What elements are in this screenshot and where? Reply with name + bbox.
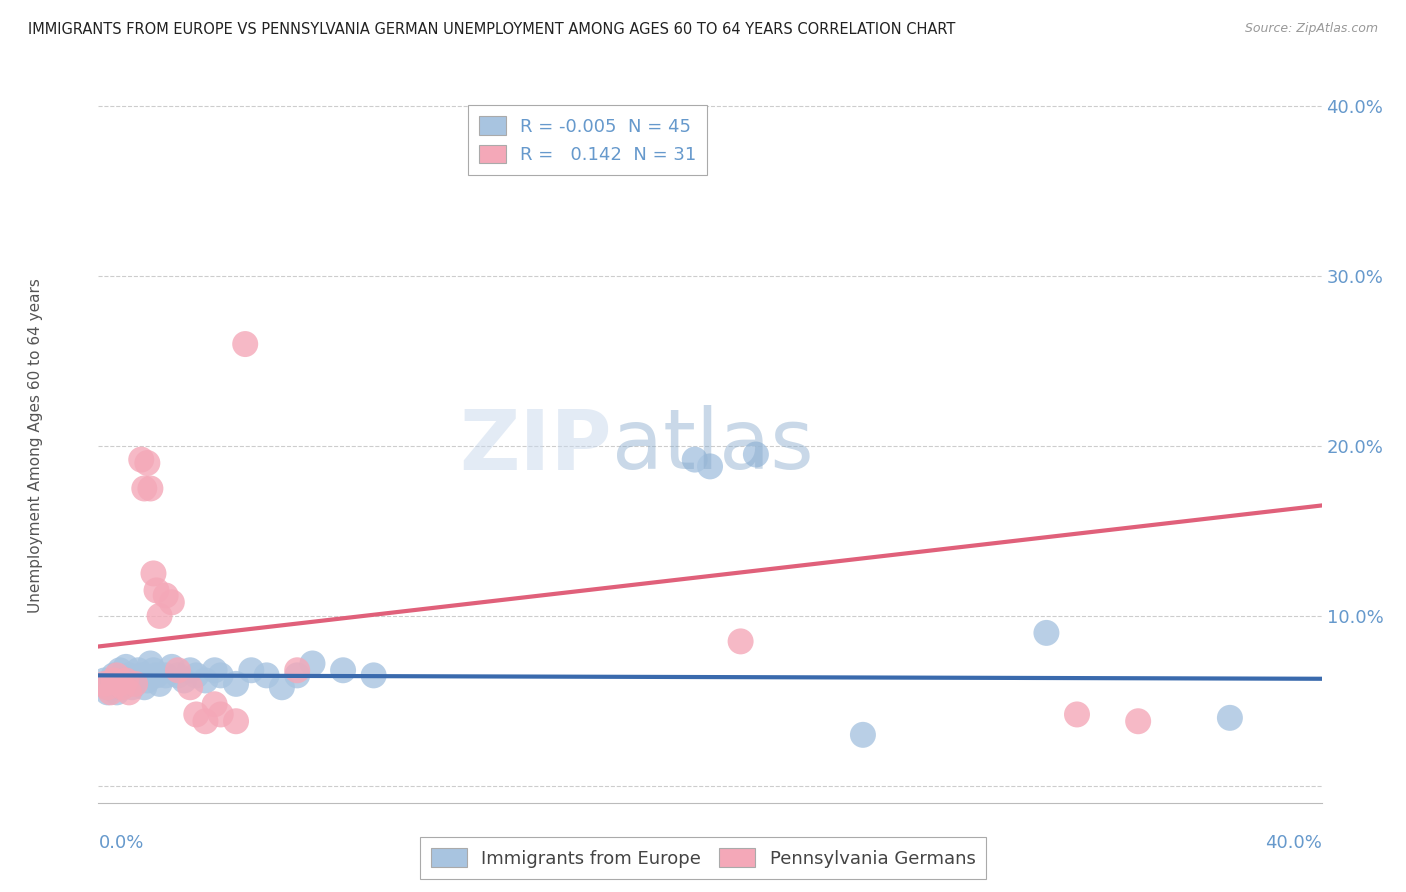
Point bbox=[225, 714, 247, 729]
Point bbox=[256, 668, 278, 682]
Point bbox=[194, 673, 217, 688]
Point bbox=[129, 452, 152, 467]
Point bbox=[139, 482, 162, 496]
Point bbox=[186, 668, 208, 682]
Point bbox=[134, 482, 156, 496]
Point bbox=[103, 668, 125, 682]
Point bbox=[204, 698, 226, 712]
Point bbox=[160, 595, 183, 609]
Point bbox=[301, 657, 323, 671]
Point bbox=[93, 673, 115, 688]
Point bbox=[167, 668, 190, 682]
Point bbox=[121, 680, 143, 694]
Point bbox=[134, 680, 156, 694]
Point bbox=[1066, 707, 1088, 722]
Point bbox=[129, 668, 152, 682]
Point bbox=[160, 660, 183, 674]
Text: Source: ZipAtlas.com: Source: ZipAtlas.com bbox=[1244, 22, 1378, 36]
Point bbox=[97, 680, 120, 694]
Point bbox=[97, 680, 120, 694]
Point bbox=[209, 707, 232, 722]
Point bbox=[745, 448, 768, 462]
Point bbox=[179, 680, 201, 694]
Point bbox=[285, 663, 308, 677]
Point bbox=[139, 657, 162, 671]
Legend: R = -0.005  N = 45, R =   0.142  N = 31: R = -0.005 N = 45, R = 0.142 N = 31 bbox=[468, 105, 707, 175]
Text: 0.0%: 0.0% bbox=[98, 834, 143, 852]
Point bbox=[149, 608, 172, 623]
Text: 40.0%: 40.0% bbox=[1265, 834, 1322, 852]
Point bbox=[852, 728, 875, 742]
Point bbox=[332, 663, 354, 677]
Point bbox=[108, 677, 131, 691]
Point bbox=[115, 673, 138, 688]
Point bbox=[118, 668, 141, 682]
Point bbox=[108, 663, 131, 677]
Point bbox=[105, 673, 128, 688]
Point bbox=[100, 677, 122, 691]
Point bbox=[145, 668, 167, 682]
Point bbox=[103, 673, 125, 688]
Point bbox=[233, 337, 256, 351]
Point bbox=[100, 685, 122, 699]
Point bbox=[1035, 626, 1057, 640]
Point bbox=[730, 634, 752, 648]
Text: atlas: atlas bbox=[612, 406, 814, 486]
Point bbox=[155, 668, 177, 682]
Point bbox=[683, 452, 706, 467]
Point bbox=[103, 680, 125, 694]
Point bbox=[145, 583, 167, 598]
Point bbox=[105, 685, 128, 699]
Point bbox=[118, 685, 141, 699]
Point bbox=[270, 680, 292, 694]
Point bbox=[225, 677, 247, 691]
Point bbox=[186, 707, 208, 722]
Point bbox=[194, 714, 217, 729]
Point bbox=[240, 663, 263, 677]
Point bbox=[105, 668, 128, 682]
Point bbox=[115, 660, 138, 674]
Point bbox=[155, 589, 177, 603]
Point bbox=[136, 673, 159, 688]
Point bbox=[136, 456, 159, 470]
Legend: Immigrants from Europe, Pennsylvania Germans: Immigrants from Europe, Pennsylvania Ger… bbox=[420, 838, 986, 879]
Text: IMMIGRANTS FROM EUROPE VS PENNSYLVANIA GERMAN UNEMPLOYMENT AMONG AGES 60 TO 64 Y: IMMIGRANTS FROM EUROPE VS PENNSYLVANIA G… bbox=[28, 22, 956, 37]
Point bbox=[93, 677, 115, 691]
Point bbox=[1219, 711, 1241, 725]
Point bbox=[124, 673, 146, 688]
Text: ZIP: ZIP bbox=[460, 406, 612, 486]
Point bbox=[173, 673, 195, 688]
Point bbox=[97, 685, 120, 699]
Text: Unemployment Among Ages 60 to 64 years: Unemployment Among Ages 60 to 64 years bbox=[28, 278, 42, 614]
Point bbox=[363, 668, 385, 682]
Point bbox=[209, 668, 232, 682]
Point bbox=[149, 677, 172, 691]
Point bbox=[204, 663, 226, 677]
Point bbox=[179, 663, 201, 677]
Point bbox=[167, 663, 190, 677]
Point bbox=[1128, 714, 1150, 729]
Point bbox=[111, 680, 134, 694]
Point bbox=[699, 459, 721, 474]
Point bbox=[124, 677, 146, 691]
Point bbox=[285, 668, 308, 682]
Point bbox=[127, 663, 149, 677]
Point bbox=[142, 566, 165, 581]
Point bbox=[142, 663, 165, 677]
Point bbox=[111, 673, 134, 688]
